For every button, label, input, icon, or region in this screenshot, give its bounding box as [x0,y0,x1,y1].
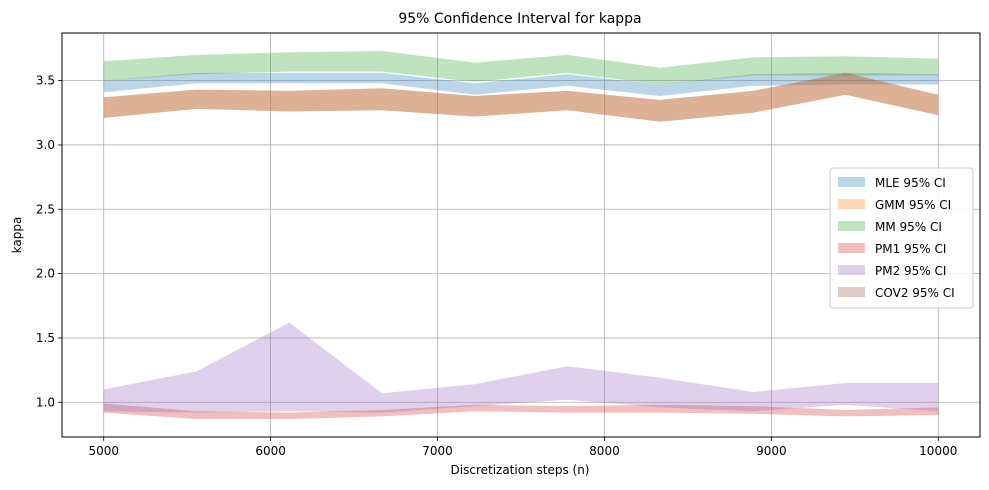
plot-frame [61,32,981,438]
y-tick-label: 3.5 [36,74,55,88]
x-tick-label: 10000 [919,444,957,458]
legend-label-mle: MLE 95% CI [875,176,946,190]
x-axis-label: Discretization steps (n) [451,463,590,477]
x-tick-label: 9000 [756,444,787,458]
x-tick-label: 5000 [88,444,119,458]
legend-swatch-pm1 [838,243,865,253]
legend-swatch-cov2 [838,287,865,297]
legend-swatch-gmm [838,199,865,209]
y-tick-label: 1.5 [36,331,55,345]
chart-title: 95% Confidence Interval for kappa [398,11,641,27]
x-tick-label: 6000 [255,444,286,458]
ci-band-pm1 [103,403,939,419]
y-tick-label: 1.0 [36,395,55,409]
ci-band-pm2 [103,322,939,413]
ci-bands [103,51,939,419]
legend-label-mm: MM 95% CI [875,220,942,234]
legend-swatch-mm [838,221,865,231]
legend-label-pm2: PM2 95% CI [875,264,946,278]
y-axis-ticks: 1.0 1.5 2.0 2.5 3.0 3.5 [36,74,62,409]
x-axis-ticks: 5000 6000 7000 8000 9000 10000 [88,437,957,458]
ci-band-mm [103,51,939,85]
ci-band-gmm [103,72,939,122]
legend-label-gmm: GMM 95% CI [875,198,951,212]
x-tick-label: 8000 [589,444,620,458]
y-tick-label: 2.0 [36,267,55,281]
legend-swatch-pm2 [838,265,865,275]
y-axis-label: kappa [10,217,24,254]
legend-label-pm1: PM1 95% CI [875,242,946,256]
legend-swatch-mle [838,177,865,187]
y-tick-label: 2.5 [36,202,55,216]
legend: MLE 95% CI GMM 95% CI MM 95% CI PM1 95% CI P… [829,167,974,309]
ci-band-cov2 [103,72,939,122]
legend-frame [829,167,974,309]
legend-label-cov2: COV2 95% CI [875,286,955,300]
y-tick-label: 3.0 [36,138,55,152]
ci-band-mle [103,72,939,96]
x-tick-label: 7000 [422,444,453,458]
